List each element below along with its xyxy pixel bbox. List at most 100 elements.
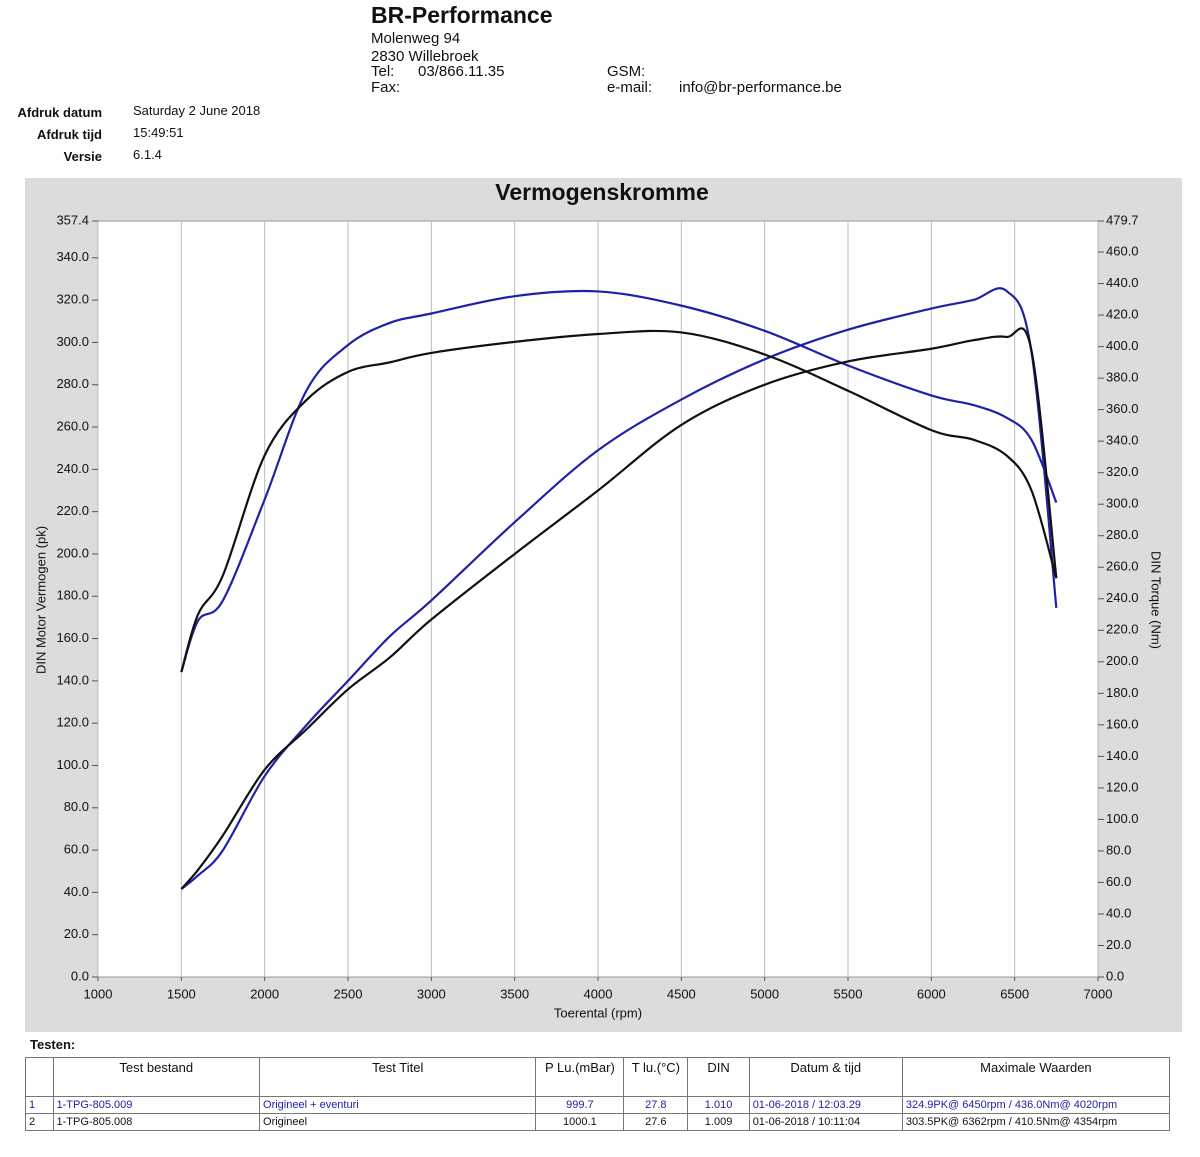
y2-tick-label: 320.0 (1106, 464, 1139, 479)
header-cell: Test Titel (259, 1057, 537, 1097)
chart-title: Vermogenskromme (495, 179, 708, 205)
x-tick-label: 2500 (334, 986, 363, 1001)
meta-value: Saturday 2 June 2018 (133, 103, 261, 118)
y-tick-label: 140.0 (56, 672, 89, 687)
x-tick-label: 4500 (667, 986, 696, 1001)
y2-tick-label: 479.7 (1106, 212, 1139, 227)
y2-axis-label: DIN Torque (Nm) (1149, 551, 1164, 649)
x-tick-label: 3000 (417, 986, 446, 1001)
table-cell: 1 (25, 1096, 54, 1114)
table-cell: 1000.1 (535, 1113, 625, 1131)
y-tick-label: 60.0 (64, 842, 89, 857)
table-cell: Origineel + eventuri (259, 1096, 537, 1114)
y2-tick-label: 140.0 (1106, 748, 1139, 763)
curve (180, 327, 1058, 890)
y-tick-label: 20.0 (64, 926, 89, 941)
y-tick-label: 340.0 (56, 249, 89, 264)
chart: Vermogenskromme Toerental (rpm) DIN Moto… (25, 178, 1182, 1032)
y-axis-label: DIN Motor Vermogen (pk) (33, 526, 48, 674)
table-cell: 1-TPG-805.008 (52, 1113, 261, 1131)
meta-label: Afdruk tijd (37, 127, 102, 142)
table-cell: 999.7 (535, 1096, 625, 1114)
x-axis-label: Toerental (rpm) (554, 1005, 642, 1020)
y2-tick-label: 260.0 (1106, 559, 1139, 574)
header-cell: P Lu.(mBar) (535, 1057, 625, 1097)
y2-tick-label: 420.0 (1106, 307, 1139, 322)
y2-tick-label: 20.0 (1106, 937, 1131, 952)
y-tick-label: 200.0 (56, 545, 89, 560)
y2-tick-label: 160.0 (1106, 716, 1139, 731)
table-cell: 324.9PK@ 6450rpm / 436.0Nm@ 4020rpm (901, 1096, 1171, 1114)
y-tick-label: 120.0 (56, 715, 89, 730)
y2-tick-label: 280.0 (1106, 527, 1139, 542)
table-cell: 303.5PK@ 6362rpm / 410.5Nm@ 4354rpm (901, 1113, 1171, 1131)
company: BR-Performance (371, 2, 553, 28)
table-cell: Origineel (259, 1113, 537, 1131)
y-tick-label: 280.0 (56, 376, 89, 391)
y-tick-label: 40.0 (64, 884, 89, 899)
y2-tick-label: 120.0 (1106, 779, 1139, 794)
header-cell (25, 1057, 54, 1097)
curve (180, 329, 1058, 673)
y2-tick-label: 360.0 (1106, 401, 1139, 416)
header-row: Test bestand Test Titel P Lu.(mBar) T lu.(°… (25, 1057, 1171, 1097)
header-cell: Test bestand (52, 1057, 261, 1097)
x-tick-label: 5000 (750, 986, 779, 1001)
street: Molenweg 94 (371, 30, 461, 47)
header-cell: DIN (687, 1057, 750, 1097)
y-tick-label: 320.0 (56, 292, 89, 307)
table-cell: 1.009 (687, 1113, 750, 1131)
y2-tick-label: 0.0 (1106, 968, 1124, 983)
table-cell: 1.010 (687, 1096, 750, 1114)
tests-label: Testen: (30, 1037, 76, 1052)
y-tick-label: 240.0 (56, 461, 89, 476)
x-tick-label: 5500 (834, 986, 863, 1001)
x-tick-label: 1000 (84, 986, 113, 1001)
y2-tick-label: 40.0 (1106, 905, 1131, 920)
y2-tick-label: 440.0 (1106, 275, 1139, 290)
email: info@br-performance.be (679, 79, 842, 96)
meta-value: 6.1.4 (133, 147, 162, 162)
y2-tick-label: 300.0 (1106, 496, 1139, 511)
y-tick-label: 160.0 (56, 630, 89, 645)
gsm-label: GSM: (607, 63, 646, 80)
y2-tick-label: 180.0 (1106, 685, 1139, 700)
table-row: 2 1-TPG-805.008 Origineel 1000.1 27.6 1.009 01… (25, 1113, 1171, 1131)
header-cell: T lu.(°C) (623, 1057, 689, 1097)
city: 2830 Willebroek (371, 48, 479, 65)
y2-tick-label: 200.0 (1106, 653, 1139, 668)
x-tick-label: 7000 (1084, 986, 1113, 1001)
x-tick-label: 6500 (1000, 986, 1029, 1001)
table-cell: 1-TPG-805.009 (52, 1096, 261, 1114)
table-cell: 27.6 (623, 1113, 689, 1131)
y-tick-label: 0.0 (71, 968, 89, 983)
y-tick-label: 260.0 (56, 418, 89, 433)
y2-tick-label: 60.0 (1106, 874, 1131, 889)
y-tick-label: 180.0 (56, 588, 89, 603)
tests-table: Test bestand Test Titel P Lu.(mBar) T lu.(°… (25, 1057, 1171, 1131)
y2-tick-label: 240.0 (1106, 590, 1139, 605)
header-cell: Maximale Waarden (901, 1057, 1171, 1097)
fax-label: Fax: (371, 79, 401, 96)
x-tick-label: 6000 (917, 986, 946, 1001)
meta-value: 15:49:51 (133, 125, 184, 140)
curve (180, 287, 1058, 890)
y2-tick-label: 80.0 (1106, 842, 1131, 857)
x-tick-label: 3500 (500, 986, 529, 1001)
y-tick-label: 100.0 (56, 757, 89, 772)
meta-label: Afdruk datum (17, 105, 103, 120)
table-cell: 27.8 (623, 1096, 689, 1114)
tel-label: Tel: (371, 63, 395, 80)
meta-label: Versie (63, 149, 102, 164)
header-cell: Datum & tijd (748, 1057, 903, 1097)
y-tick-label: 80.0 (64, 799, 89, 814)
y2-tick-label: 460.0 (1106, 243, 1139, 258)
y2-tick-label: 100.0 (1106, 811, 1139, 826)
curve (180, 289, 1058, 673)
y2-tick-label: 400.0 (1106, 338, 1139, 353)
y2-tick-label: 220.0 (1106, 622, 1139, 637)
table-cell: 2 (25, 1113, 54, 1131)
tel: 03/866.11.35 (418, 63, 505, 80)
y2-tick-label: 380.0 (1106, 370, 1139, 385)
table-cell: 01-06-2018 / 12:03.29 (748, 1096, 903, 1114)
